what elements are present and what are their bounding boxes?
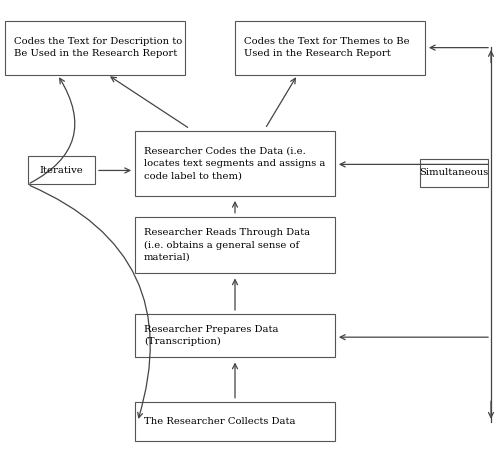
- Text: Codes the Text for Themes to Be
Used in the Research Report: Codes the Text for Themes to Be Used in …: [244, 37, 410, 58]
- FancyBboxPatch shape: [135, 131, 335, 196]
- Text: Researcher Codes the Data (i.e.
locates text segments and assigns a
code label t: Researcher Codes the Data (i.e. locates …: [144, 147, 326, 180]
- FancyBboxPatch shape: [135, 217, 335, 273]
- Text: Iterative: Iterative: [40, 166, 83, 175]
- Text: Codes the Text for Description to
Be Used in the Research Report: Codes the Text for Description to Be Use…: [14, 37, 182, 58]
- FancyBboxPatch shape: [235, 21, 425, 75]
- FancyBboxPatch shape: [135, 314, 335, 357]
- Text: The Researcher Collects Data: The Researcher Collects Data: [144, 417, 296, 426]
- FancyBboxPatch shape: [28, 156, 95, 184]
- Text: Researcher Prepares Data
(Transcription): Researcher Prepares Data (Transcription): [144, 325, 278, 347]
- Text: Researcher Reads Through Data
(i.e. obtains a general sense of
material): Researcher Reads Through Data (i.e. obta…: [144, 228, 310, 262]
- Text: Simultaneous: Simultaneous: [419, 168, 488, 177]
- FancyBboxPatch shape: [420, 159, 488, 187]
- FancyBboxPatch shape: [135, 402, 335, 441]
- FancyBboxPatch shape: [5, 21, 185, 75]
